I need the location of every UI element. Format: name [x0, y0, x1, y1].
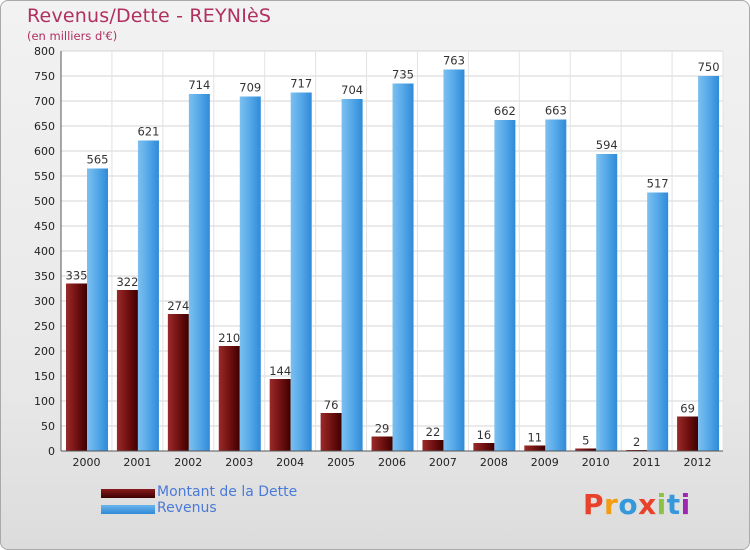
x-tick-label-2002: 2002 — [174, 456, 202, 469]
logo-letter: r — [604, 488, 619, 521]
bar-debt-2008 — [473, 443, 495, 451]
y-tick-label: 700 — [34, 95, 55, 108]
proxiti-logo: Proxiti — [583, 488, 691, 521]
data-label-debt-2008: 16 — [477, 428, 492, 442]
bar-revenue-2005 — [341, 99, 363, 451]
bar-revenue-2012 — [698, 76, 720, 451]
data-label-revenue-2012: 750 — [698, 60, 720, 74]
bar-debt-2001 — [116, 290, 138, 451]
x-tick-label-2005: 2005 — [327, 456, 355, 469]
data-label-debt-2000: 335 — [66, 269, 88, 283]
logo-letter: i — [656, 488, 667, 521]
data-label-revenue-2004: 717 — [290, 77, 312, 91]
x-tick-label-2009: 2009 — [531, 456, 559, 469]
legend-label-revenue: Revenus — [157, 500, 217, 516]
data-label-debt-2005: 76 — [324, 398, 339, 412]
x-tick-label-2004: 2004 — [276, 456, 304, 469]
data-label-revenue-2007: 763 — [443, 54, 465, 68]
bar-revenue-2000 — [87, 168, 108, 451]
y-tick-label: 50 — [41, 420, 55, 433]
data-label-debt-2004: 144 — [269, 364, 291, 378]
x-tick-label-2006: 2006 — [378, 456, 406, 469]
legend-swatch-revenue — [101, 505, 155, 514]
bar-debt-2009 — [524, 445, 546, 451]
y-tick-label: 250 — [34, 320, 55, 333]
data-label-debt-2007: 22 — [426, 425, 441, 439]
x-tick-label-2003: 2003 — [225, 456, 253, 469]
y-tick-label: 750 — [34, 70, 55, 83]
y-tick-label: 350 — [34, 270, 55, 283]
legend-label-debt: Montant de la Dette — [157, 484, 298, 500]
bar-revenue-2006 — [392, 83, 414, 451]
bar-revenue-2003 — [239, 96, 261, 451]
bar-revenue-2011 — [647, 192, 669, 451]
bar-debt-2002 — [167, 314, 189, 451]
bar-revenue-2007 — [443, 69, 465, 451]
data-label-revenue-2003: 709 — [239, 81, 261, 95]
y-tick-label: 150 — [34, 370, 55, 383]
y-tick-label: 500 — [34, 195, 55, 208]
data-label-revenue-2001: 621 — [137, 125, 159, 139]
x-tick-label-2007: 2007 — [429, 456, 457, 469]
bar-revenue-2004 — [290, 92, 312, 451]
y-tick-label: 800 — [34, 45, 55, 58]
bar-debt-2005 — [320, 413, 342, 451]
data-label-debt-2006: 29 — [375, 422, 390, 436]
y-tick-label: 600 — [34, 145, 55, 158]
data-label-revenue-2008: 662 — [494, 104, 516, 118]
legend-swatch-debt — [101, 489, 155, 498]
bar-debt-2004 — [269, 379, 291, 451]
x-tick-label-2011: 2011 — [633, 456, 661, 469]
x-tick-label-2001: 2001 — [123, 456, 151, 469]
bar-debt-2000 — [66, 283, 87, 451]
data-label-revenue-2000: 565 — [87, 153, 109, 167]
x-tick-label-2008: 2008 — [480, 456, 508, 469]
bar-debt-2007 — [422, 440, 444, 451]
y-tick-label: 200 — [34, 345, 55, 358]
data-label-debt-2002: 274 — [167, 299, 189, 313]
data-label-debt-2003: 210 — [218, 331, 240, 345]
data-label-revenue-2002: 714 — [188, 78, 210, 92]
y-tick-label: 300 — [34, 295, 55, 308]
bar-revenue-2009 — [545, 119, 567, 451]
data-label-revenue-2011: 517 — [647, 177, 669, 191]
data-label-debt-2009: 11 — [527, 431, 542, 445]
x-tick-label-2010: 2010 — [582, 456, 610, 469]
bar-revenue-2002 — [188, 94, 210, 451]
bar-revenue-2001 — [137, 140, 159, 451]
bar-debt-2006 — [371, 436, 393, 451]
data-label-debt-2010: 5 — [582, 434, 589, 448]
logo-letter: i — [680, 488, 691, 521]
y-tick-label: 650 — [34, 120, 55, 133]
chart-unit-subtitle: (en milliers d'€) — [27, 29, 118, 43]
bar-debt-2012 — [677, 416, 699, 451]
data-label-debt-2012: 69 — [680, 402, 695, 416]
y-tick-label: 0 — [48, 445, 55, 458]
x-tick-label-2000: 2000 — [72, 456, 100, 469]
y-tick-label: 450 — [34, 220, 55, 233]
data-label-revenue-2006: 735 — [392, 68, 414, 82]
bar-debt-2003 — [218, 346, 240, 451]
y-tick-label: 100 — [34, 395, 55, 408]
logo-letter: P — [583, 488, 605, 521]
data-label-revenue-2005: 704 — [341, 83, 363, 97]
data-label-debt-2011: 2 — [633, 435, 640, 449]
y-tick-label: 550 — [34, 170, 55, 183]
bar-debt-2010 — [575, 448, 597, 451]
logo-letter: t — [666, 488, 681, 521]
data-label-revenue-2010: 594 — [596, 138, 618, 152]
chart-title: Revenus/Dette - REYNIèS — [27, 5, 272, 27]
data-label-revenue-2009: 663 — [545, 104, 567, 118]
y-tick-label: 400 — [34, 245, 55, 258]
logo-letter: x — [638, 488, 657, 521]
logo-letter: o — [618, 488, 639, 521]
bar-revenue-2008 — [494, 120, 516, 451]
x-tick-label-2012: 2012 — [684, 456, 712, 469]
data-label-debt-2001: 322 — [116, 275, 138, 289]
bar-revenue-2010 — [596, 154, 618, 451]
